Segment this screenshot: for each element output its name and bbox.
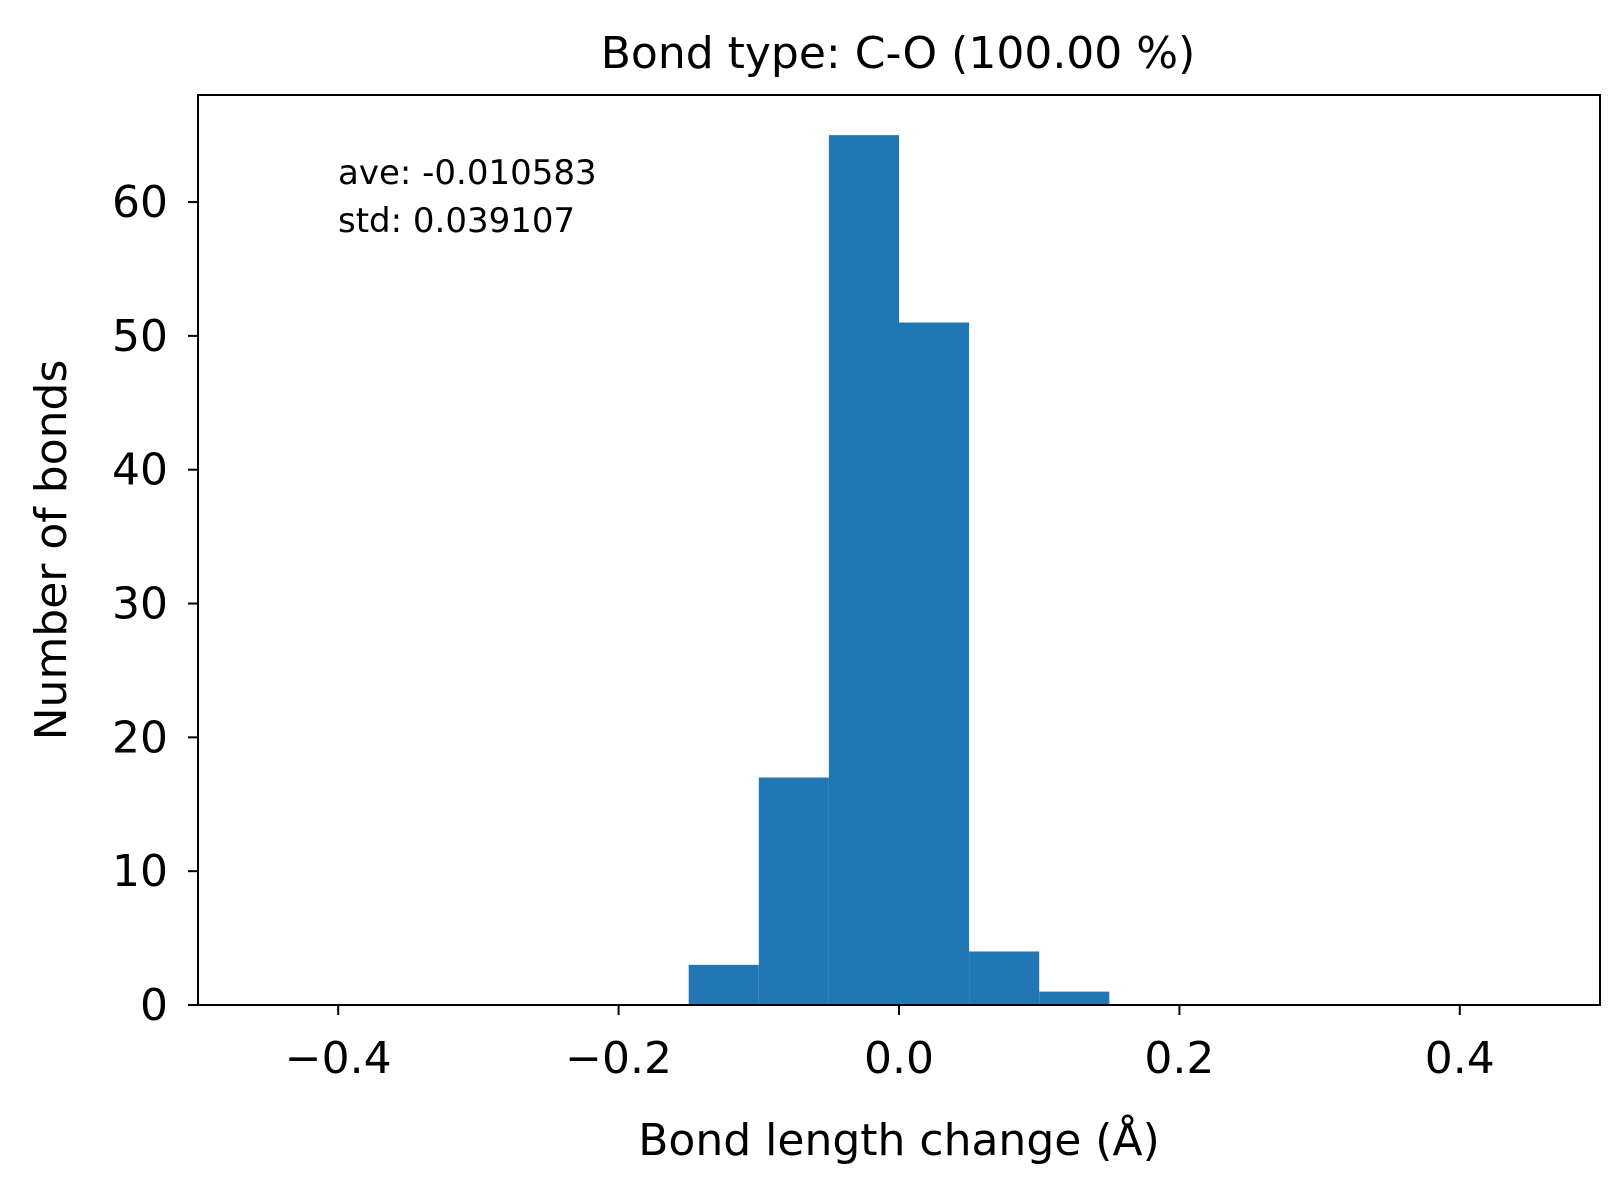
x-tick-label-0: −0.4: [285, 1033, 392, 1084]
chart-title: Bond type: C-O (100.00 %): [601, 28, 1196, 79]
x-tick-label-1: −0.2: [565, 1033, 672, 1084]
histogram-bar-2: [828, 135, 899, 1005]
histogram-bar-4: [969, 951, 1040, 1005]
bars-group: [688, 135, 1110, 1005]
x-axis-ticks: −0.4 −0.2 0.0 0.2 0.4: [285, 1005, 1495, 1084]
histogram-bar-0: [688, 964, 759, 1005]
y-tick-label-5: 50: [112, 311, 168, 362]
y-axis-label: Number of bonds: [26, 360, 77, 741]
x-axis-label: Bond length change (Å): [638, 1113, 1160, 1166]
y-tick-label-3: 30: [112, 579, 168, 630]
y-tick-label-4: 40: [112, 445, 168, 496]
annotation-std: std: 0.039107: [338, 201, 575, 241]
y-tick-label-1: 10: [112, 846, 168, 897]
histogram-bar-3: [899, 322, 970, 1005]
y-tick-label-0: 0: [140, 980, 168, 1031]
y-tick-label-6: 60: [112, 177, 168, 228]
histogram-bar-5: [1039, 991, 1110, 1005]
annotation-average: ave: -0.010583: [338, 153, 597, 193]
y-axis-ticks: 0 10 20 30 40 50 60: [112, 177, 198, 1031]
histogram-bar-1: [758, 777, 829, 1005]
y-tick-label-2: 20: [112, 712, 168, 763]
x-tick-label-3: 0.2: [1144, 1033, 1214, 1084]
x-tick-label-2: 0.0: [864, 1033, 934, 1084]
x-tick-label-4: 0.4: [1425, 1033, 1495, 1084]
